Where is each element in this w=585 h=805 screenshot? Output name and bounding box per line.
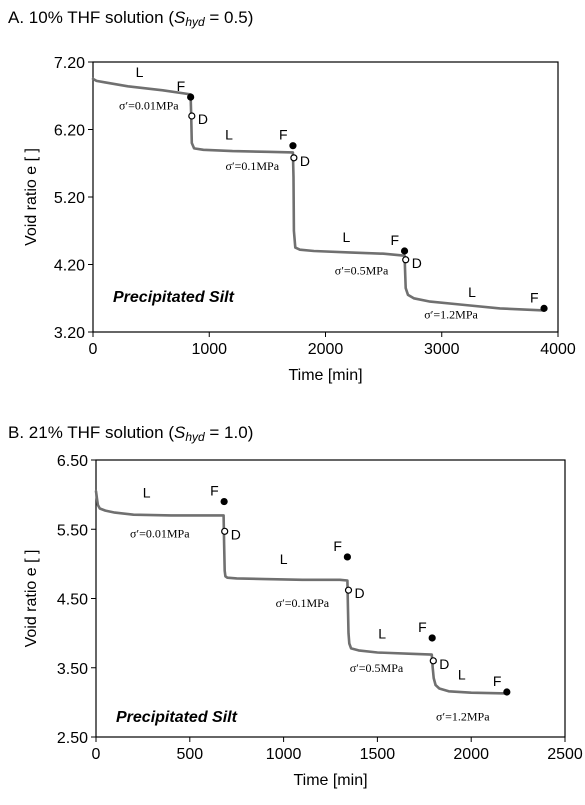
point-label-d: D [300, 153, 310, 169]
panel-a-title-symbol: S [173, 8, 186, 27]
x-tick-label: 1500 [360, 746, 396, 763]
point-label-f: F [177, 78, 186, 94]
failure-point [540, 304, 548, 312]
panel-a-title-subscript: hyd [185, 15, 205, 29]
x-tick-label: 3000 [424, 341, 460, 358]
material-label: Precipitated Silt [116, 709, 238, 726]
stress-label: σ′=0.01MPa [119, 98, 179, 112]
x-tick-label: 0 [92, 746, 101, 763]
stage-label-l: L [143, 484, 151, 500]
y-tick-label: 3.50 [57, 661, 88, 678]
stage-label-l: L [458, 667, 466, 683]
x-tick-label: 500 [176, 746, 203, 763]
dissociation-point [188, 112, 196, 120]
x-axis-label: Time [min] [288, 367, 362, 384]
stress-label: σ′=0.5MPa [335, 264, 389, 278]
y-tick-label: 4.20 [54, 258, 85, 275]
failure-point [220, 497, 228, 506]
failure-point [503, 688, 511, 696]
panel-b-title-main: B. 21% THF solution ( [8, 423, 174, 442]
failure-point [343, 553, 351, 561]
point-label-d: D [355, 585, 365, 601]
y-tick-label: 6.50 [57, 453, 88, 470]
panel-b-title-tail: = 1.0) [204, 423, 254, 442]
y-tick-label: 2.50 [57, 730, 88, 747]
stage-label-l: L [280, 551, 288, 567]
stress-label: σ′=1.2MPa [436, 709, 490, 723]
y-tick-label: 6.20 [54, 123, 85, 140]
panel-a-title: A. 10% THF solution (Shyd = 0.5) [8, 8, 253, 29]
stress-label: σ′=0.1MPa [276, 596, 330, 610]
point-label-f: F [493, 673, 502, 689]
stress-label: σ′=0.01MPa [130, 527, 190, 541]
chart-a: 0 1000 2000 3000 4000 3.20 4.20 5.20 6.20 7.20 Tim… [23, 55, 576, 384]
chart-b: 0 500 1000 1500 2000 2500 2.50 3.50 4.50 5.50 6.50… [23, 453, 583, 789]
panel-a-title-tail: = 0.5) [204, 8, 254, 27]
series-line [94, 489, 509, 695]
dissociation-point [290, 154, 298, 162]
stress-label: σ′=0.5MPa [350, 661, 404, 675]
y-axis-label: Void ratio e [ ] [23, 550, 40, 648]
point-label-f: F [418, 619, 427, 635]
failure-point [428, 634, 436, 642]
stress-label: σ′=0.1MPa [225, 159, 279, 173]
failure-point [289, 142, 297, 150]
panel-a-title-main: A. 10% THF solution ( [8, 8, 174, 27]
dissociation-point [221, 527, 229, 535]
panel-b-title-subscript: hyd [185, 430, 205, 444]
x-tick-label: 4000 [540, 341, 576, 358]
dissociation-point [402, 256, 410, 264]
point-label-f: F [530, 289, 539, 305]
plot-frame [95, 459, 566, 738]
x-tick-label: 0 [89, 341, 98, 358]
y-axis-label: Void ratio e [ ] [23, 148, 40, 246]
point-label-d: D [412, 255, 422, 271]
failure-point [400, 247, 409, 255]
y-tick-label: 5.50 [57, 522, 88, 539]
stage-label-l: L [225, 127, 233, 143]
x-tick-label: 2000 [453, 746, 489, 763]
series-line [91, 77, 546, 312]
stage-label-l: L [468, 284, 476, 300]
dissociation-point [429, 657, 437, 665]
point-label-f: F [210, 483, 219, 499]
y-tick-label: 7.20 [54, 55, 85, 72]
failure-point [187, 93, 195, 101]
material-label: Precipitated Silt [113, 289, 235, 306]
point-label-f: F [391, 232, 400, 248]
x-tick-label: 1000 [191, 341, 227, 358]
point-label-d: D [231, 526, 241, 542]
y-tick-label: 5.20 [54, 190, 85, 207]
x-tick-label: 1000 [266, 746, 302, 763]
point-label-d: D [198, 111, 208, 127]
stage-label-l: L [136, 64, 144, 80]
point-label-f: F [333, 538, 342, 554]
y-tick-label: 3.20 [54, 325, 85, 342]
point-label-d: D [439, 656, 449, 672]
panel-b-title-symbol: S [173, 423, 186, 442]
dissociation-point [344, 586, 353, 594]
x-tick-label: 2500 [547, 746, 583, 763]
x-axis-label: Time [min] [293, 772, 367, 789]
panel-b-title: B. 21% THF solution (Shyd = 1.0) [8, 423, 253, 444]
stress-label: σ′=1.2MPa [424, 308, 478, 322]
stage-label-l: L [378, 626, 386, 642]
stage-label-l: L [343, 229, 351, 245]
point-label-f: F [279, 127, 288, 143]
x-tick-label: 2000 [308, 341, 344, 358]
y-tick-label: 4.50 [57, 592, 88, 609]
